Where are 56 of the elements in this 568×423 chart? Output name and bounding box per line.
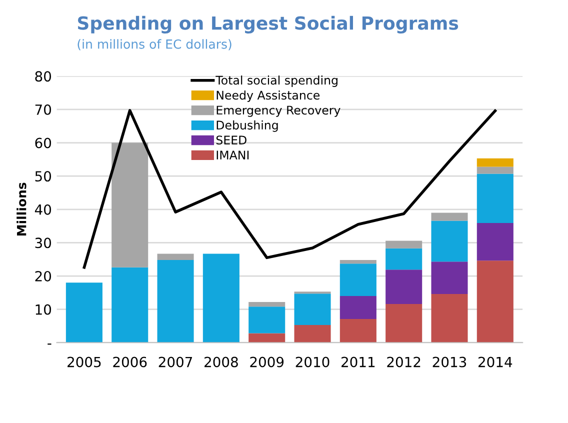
bar xyxy=(476,174,514,224)
bar xyxy=(66,282,102,343)
bar xyxy=(248,333,286,343)
bar xyxy=(386,270,422,304)
y-tick-label: 20 xyxy=(35,270,52,282)
bar xyxy=(248,302,286,307)
bar xyxy=(294,294,331,325)
bar xyxy=(248,306,286,334)
y-tick-label: 60 xyxy=(35,138,52,148)
y-tick-label: 80 xyxy=(35,71,52,82)
y-axis-title: Millions xyxy=(16,182,26,236)
x-tick-label: 2006 xyxy=(113,356,147,368)
legend-label: SEED xyxy=(216,136,246,145)
x-tick-label: 2009 xyxy=(250,356,284,368)
x-tick-label: 2014 xyxy=(478,356,512,368)
legend-label: Emergency Recovery xyxy=(216,106,340,117)
legend-label: Total social spending xyxy=(216,76,338,87)
bar xyxy=(340,296,376,319)
chart-title: Spending on Largest Social Programs xyxy=(78,16,458,34)
bar xyxy=(157,254,194,260)
legend-label: Debushing xyxy=(216,120,278,132)
legend-label: Needy Assistance xyxy=(216,90,320,102)
x-tick-label: 2008 xyxy=(204,356,238,368)
chart-subtitle: (in millions of EC dollars) xyxy=(78,39,232,50)
bar xyxy=(431,262,468,294)
bar xyxy=(431,220,468,262)
x-tick-label: 2013 xyxy=(432,356,466,368)
y-tick-label: 10 xyxy=(36,304,52,315)
bar xyxy=(431,212,468,221)
bar xyxy=(386,248,422,270)
bar xyxy=(157,260,194,343)
y-tick-label: 30 xyxy=(35,238,52,248)
x-tick-label: 2011 xyxy=(342,356,375,368)
bar xyxy=(431,294,468,343)
bar xyxy=(386,304,422,343)
bar xyxy=(476,260,514,343)
bar xyxy=(340,264,376,296)
y-tick-label: 50 xyxy=(35,171,52,182)
bar xyxy=(112,267,148,343)
bar xyxy=(476,223,514,261)
y-tick-label: 40 xyxy=(34,204,52,215)
bar xyxy=(112,142,148,268)
bar xyxy=(340,260,376,264)
bar xyxy=(340,318,376,343)
bar xyxy=(476,158,514,167)
bar xyxy=(476,166,514,174)
x-tick-label: 2005 xyxy=(68,356,101,368)
x-tick-label: 2012 xyxy=(387,356,420,368)
y-tick-label: 70 xyxy=(35,104,52,115)
bar xyxy=(202,254,240,343)
bar xyxy=(386,240,422,248)
x-tick-label: 2007 xyxy=(158,356,192,368)
y-tick-label: - xyxy=(48,344,52,345)
bar xyxy=(294,324,331,343)
legend-label: IMANI xyxy=(216,150,249,160)
x-tick-label: 2010 xyxy=(296,356,330,368)
